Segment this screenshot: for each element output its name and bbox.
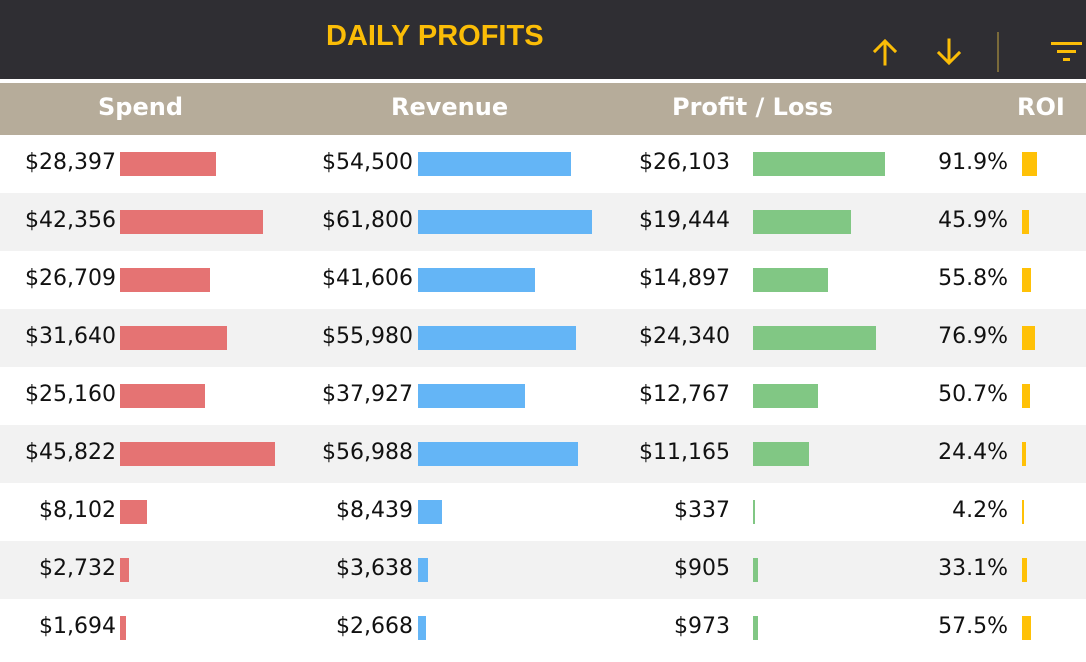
table-row[interactable]: $1,694 $2,668 $973 57.5% [0,599,1086,657]
revenue-bar [418,442,579,466]
profit-value: $11,165 [639,440,730,465]
table-row[interactable]: $45,822 $56,988 $11,165 24.4% [0,425,1086,483]
profit-value: $12,767 [639,382,730,407]
roi-bar [1022,268,1032,292]
spend-value: $25,160 [25,382,116,407]
profit-bar [753,500,755,524]
revenue-bar [418,384,525,408]
profit-value: $19,444 [639,208,730,233]
column-header-roi[interactable]: ROI [1017,93,1065,121]
profit-value: $14,897 [639,266,730,291]
revenue-value: $8,439 [336,498,413,523]
revenue-value: $41,606 [322,266,413,291]
sort-descending-button[interactable] [931,34,967,70]
profit-value: $26,103 [639,150,730,175]
profit-bar [753,616,758,640]
roi-bar [1022,210,1030,234]
column-header-profit-loss[interactable]: Profit / Loss [672,93,834,121]
roi-value: 50.7% [938,382,1008,407]
revenue-value: $2,668 [336,614,413,639]
table-row[interactable]: $8,102 $8,439 $337 4.2% [0,483,1086,541]
spend-value: $31,640 [25,324,116,349]
revenue-value: $3,638 [336,556,413,581]
roi-bar [1022,500,1024,524]
revenue-value: $54,500 [322,150,413,175]
roi-value: 33.1% [938,556,1008,581]
roi-value: 91.9% [938,150,1008,175]
spend-bar [120,558,130,582]
sort-ascending-button[interactable] [867,34,903,70]
arrow-down-icon [936,38,962,66]
column-header-row: Spend Revenue Profit / Loss ROI [0,83,1086,135]
roi-bar [1022,326,1035,350]
profit-bar [753,326,877,350]
roi-value: 24.4% [938,440,1008,465]
top-bar: DAILY PROFITS [0,0,1086,79]
revenue-bar [418,268,536,292]
table-row[interactable]: $42,356 $61,800 $19,444 45.9% [0,193,1086,251]
revenue-value: $37,927 [322,382,413,407]
profit-value: $24,340 [639,324,730,349]
column-header-spend[interactable]: Spend [98,93,184,121]
table-row[interactable]: $2,732 $3,638 $905 33.1% [0,541,1086,599]
spend-bar [120,442,275,466]
revenue-value: $55,980 [322,324,413,349]
roi-bar [1022,152,1037,176]
arrow-up-icon [872,38,898,66]
profit-bar [753,210,852,234]
roi-value: 76.9% [938,324,1008,349]
table-row[interactable]: $31,640 $55,980 $24,340 76.9% [0,309,1086,367]
revenue-value: $61,800 [322,208,413,233]
roi-value: 4.2% [952,498,1008,523]
roi-value: 45.9% [938,208,1008,233]
roi-value: 55.8% [938,266,1008,291]
spend-bar [120,500,148,524]
filter-button[interactable] [1048,34,1084,70]
revenue-value: $56,988 [322,440,413,465]
spend-value: $1,694 [39,614,116,639]
roi-bar [1022,558,1028,582]
data-table-body: $28,397 $54,500 $26,103 91.9% $42,356 $61,800… [0,135,1086,657]
spend-value: $8,102 [39,498,116,523]
profit-bar [753,442,810,466]
table-row[interactable]: $26,709 $41,606 $14,897 55.8% [0,251,1086,309]
profit-value: $973 [674,614,730,639]
profit-bar [753,268,829,292]
profit-value: $905 [674,556,730,581]
toolbar-divider [997,32,999,72]
revenue-bar [418,500,442,524]
page-title: DAILY PROFITS [326,20,544,52]
spend-bar [120,152,217,176]
header-separator [0,79,1086,83]
profit-value: $337 [674,498,730,523]
spend-value: $2,732 [39,556,116,581]
filter-icon [1051,42,1082,61]
spend-value: $45,822 [25,440,116,465]
roi-bar [1022,442,1026,466]
roi-bar [1022,384,1031,408]
roi-value: 57.5% [938,614,1008,639]
spend-value: $26,709 [25,266,116,291]
revenue-bar [418,558,429,582]
table-row[interactable]: $25,160 $37,927 $12,767 50.7% [0,367,1086,425]
spend-value: $42,356 [25,208,116,233]
revenue-bar [418,326,576,350]
spend-bar [120,616,126,640]
revenue-bar [418,210,592,234]
revenue-bar [418,152,572,176]
spend-bar [120,384,206,408]
spend-bar [120,210,264,234]
profit-bar [753,558,758,582]
roi-bar [1022,616,1032,640]
table-row[interactable]: $28,397 $54,500 $26,103 91.9% [0,135,1086,193]
revenue-bar [418,616,426,640]
spend-value: $28,397 [25,150,116,175]
profit-bar [753,152,885,176]
spend-bar [120,268,211,292]
column-header-revenue[interactable]: Revenue [391,93,509,121]
spend-bar [120,326,228,350]
profit-bar [753,384,818,408]
